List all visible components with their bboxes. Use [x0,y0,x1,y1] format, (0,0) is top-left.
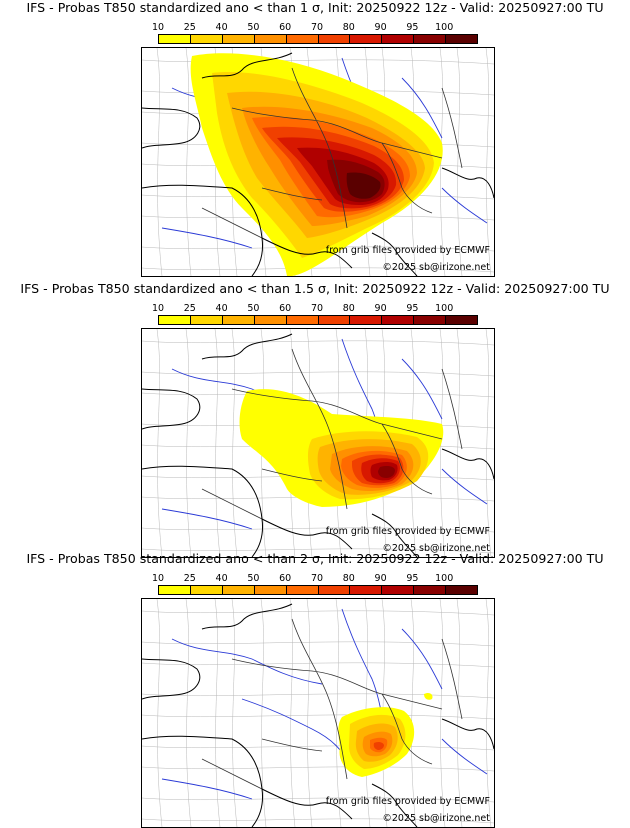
colorbar-tick-label: 50 [247,303,260,314]
colorbar-segment [221,316,254,324]
colorbar-segment [317,586,350,594]
country-borders [201,348,463,520]
probability-map: from grib files provided by ECMWF ©2025 … [141,328,495,558]
probability-map: from grib files provided by ECMWF ©2025 … [141,598,495,828]
colorbar-segment [445,316,478,324]
admin-boundaries [142,599,494,827]
colorbar-tick-label: 60 [279,573,292,584]
colorbar-segment [317,316,350,324]
coastlines [142,333,494,557]
source-credit: from grib files provided by ECMWF [325,526,490,537]
panel-title: IFS - Probas T850 standardized ano < tha… [26,0,604,15]
colorbar-segment [159,586,190,594]
coastlines [142,603,494,827]
colorbar-segment [189,35,222,43]
colorbar-tick-label: 25 [183,22,196,33]
colorbar-segment [349,586,382,594]
colorbar [158,585,478,595]
colorbar-tick-label: 40 [215,303,228,314]
colorbar-segment [445,35,478,43]
copyright-credit: ©2025 sb@irizone.net [382,813,490,824]
source-credit: from grib files provided by ECMWF [325,796,490,807]
colorbar-segment [285,586,318,594]
colorbar-ticks: 10 25 40 50 60 70 80 90 95 100 [152,303,478,315]
colorbar-ticks: 10 25 40 50 60 70 80 90 95 100 [152,573,478,585]
colorbar-tick-label: 70 [310,303,324,314]
colorbar-segment [349,35,382,43]
colorbar-tick-label: 95 [406,22,419,33]
colorbar-tick-label: 10 [151,303,165,314]
colorbar-segment [221,35,254,43]
colorbar-tick-label: 95 [406,573,419,584]
colorbar-tick-label: 25 [183,303,196,314]
colorbar-tick-label: 100 [435,573,454,584]
colorbar-segment [253,316,286,324]
copyright-credit: ©2025 sb@irizone.net [382,262,490,273]
colorbar-tick-label: 50 [247,573,260,584]
colorbar-tick-label: 70 [310,22,324,33]
colorbar [158,34,478,44]
colorbar-segment [189,316,222,324]
forecast-panel-1-sigma: IFS - Probas T850 standardized ano < tha… [0,0,630,280]
copyright-credit: ©2025 sb@irizone.net [382,543,490,554]
colorbar-segment [445,586,478,594]
colorbar-tick-label: 10 [151,22,165,33]
colorbar-tick-label: 70 [310,573,324,584]
colorbar-segment [413,586,446,594]
colorbar-tick-label: 95 [406,303,419,314]
colorbar-tick-label: 80 [342,573,355,584]
colorbar-segment [285,35,318,43]
colorbar-tick-label: 100 [435,303,454,314]
rivers [161,608,488,800]
panel-title: IFS - Probas T850 standardized ano < tha… [20,281,610,296]
colorbar-segment [189,586,222,594]
colorbar-segment [159,35,190,43]
colorbar-tick-label: 80 [342,22,355,33]
colorbar-tick-label: 25 [183,573,196,584]
colorbar-tick-label: 40 [215,573,228,584]
colorbar-tick-label: 100 [435,22,454,33]
forecast-panel-1-5-sigma: IFS - Probas T850 standardized ano < tha… [0,281,630,558]
colorbar-tick-label: 50 [247,22,260,33]
colorbar-tick-label: 80 [342,303,355,314]
probability-map: from grib files provided by ECMWF ©2025 … [141,47,495,277]
colorbar-ticks: 10 25 40 50 60 70 80 90 95 100 [152,22,478,34]
map-svg [142,329,494,557]
colorbar-segment [413,316,446,324]
colorbar-tick-label: 60 [279,22,292,33]
panel-title: IFS - Probas T850 standardized ano < tha… [26,551,604,566]
colorbar-segment [317,35,350,43]
colorbar-segment [381,586,414,594]
map-svg [142,48,494,276]
colorbar-segment [381,35,414,43]
colorbar-segment [253,586,286,594]
colorbar-tick-label: 90 [374,573,387,584]
colorbar-tick-label: 90 [374,22,387,33]
colorbar-tick-label: 10 [151,573,165,584]
colorbar-segment [159,316,190,324]
colorbar-segment [349,316,382,324]
source-credit: from grib files provided by ECMWF [325,245,490,256]
coastlines [142,52,494,276]
colorbar-segment [253,35,286,43]
colorbar-segment [221,586,254,594]
colorbar-segment [381,316,414,324]
country-borders [201,618,463,790]
colorbar-tick-label: 40 [215,22,228,33]
colorbar-tick-label: 60 [279,303,292,314]
country-borders [201,67,463,239]
colorbar-segment [413,35,446,43]
map-svg [142,599,494,827]
colorbar-tick-label: 90 [374,303,387,314]
forecast-panel-2-sigma: IFS - Probas T850 standardized ano < tha… [0,551,630,828]
colorbar [158,315,478,325]
colorbar-segment [285,316,318,324]
